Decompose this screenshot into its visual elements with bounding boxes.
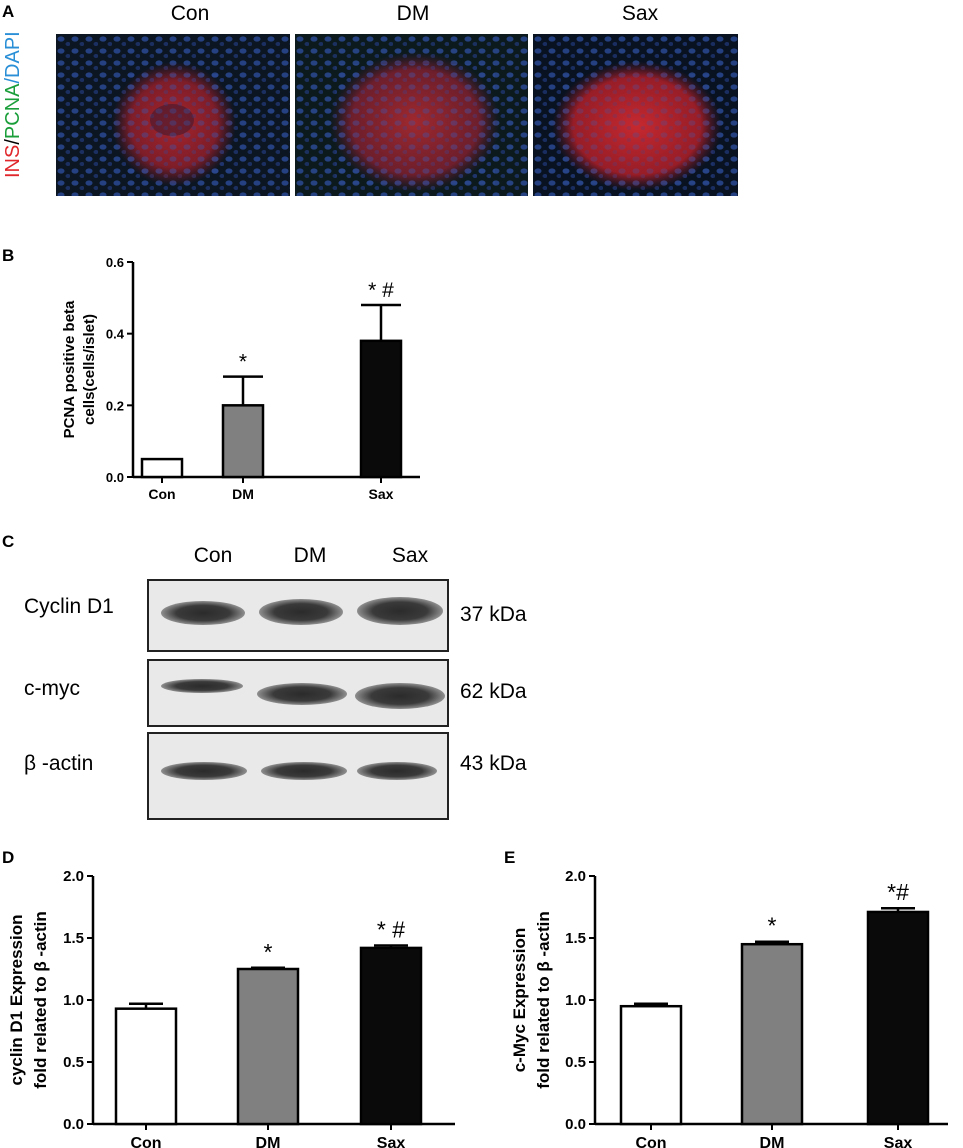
chart-d-y-axis-label: fold related to β -actin — [31, 911, 50, 1089]
chart-e-y-tick-label: 2.0 — [565, 868, 586, 885]
chart-d-x-tick-label: Con — [130, 1135, 161, 1148]
blot-cyclin-d1 — [147, 579, 449, 652]
chart-e-significance-marker: *# — [887, 879, 909, 905]
blot-row-label-beta-actin: β -actin — [24, 752, 94, 775]
chart-b-bar-sax — [359, 339, 403, 479]
micrograph-con — [56, 34, 290, 196]
band-myc-dm — [257, 683, 347, 705]
chart-b-y-tick-label: 0.0 — [106, 470, 124, 485]
chart-b-x-tick-label: Con — [148, 486, 175, 502]
chart-b-x-tick-label: Sax — [369, 486, 394, 502]
chart-e: 0.0 0.5 1.0 1.5 2.0 c-Myc Expression fold rela… — [510, 868, 948, 1148]
panel-d-letter: D — [2, 848, 15, 867]
chart-d-y-tick-label: 1.0 — [63, 992, 84, 1009]
chart-b-significance-marker: * # — [368, 279, 394, 302]
blot-label-dm: DM — [293, 544, 327, 567]
chart-e-y-tick-label: 0.0 — [565, 1116, 586, 1133]
micrograph-dm — [295, 34, 528, 196]
chart-b: 0.0 0.2 0.4 0.6 PCNA positive beta cells(cell… — [61, 255, 420, 502]
chart-d-y-tick-label: 0.0 — [63, 1116, 84, 1133]
panel-e-letter: E — [504, 848, 516, 867]
band-myc-sax — [355, 683, 445, 709]
chart-b-bar-con — [140, 457, 184, 479]
band-cyclin-sax — [357, 597, 443, 625]
chart-d-significance-marker: * # — [377, 916, 405, 942]
chart-d: 0.0 0.5 1.0 1.5 2.0 cyclin D1 Expression fold … — [7, 868, 455, 1148]
chart-d-significance-marker: * — [264, 939, 273, 965]
micrograph-sax-image — [533, 34, 738, 196]
chart-d-y-tick-label: 1.5 — [63, 930, 84, 947]
band-cyclin-dm — [259, 599, 343, 625]
blot-c-myc — [147, 659, 449, 727]
chart-d-y-tick-label: 0.5 — [63, 1054, 84, 1071]
chart-e-bar-con — [619, 1004, 683, 1126]
micrograph-con-image — [56, 34, 290, 196]
chart-b-y-axis-label: cells(cells/islet) — [81, 314, 98, 425]
chart-e-bar-sax — [866, 910, 930, 1126]
chart-e-y-tick-label: 1.0 — [565, 992, 586, 1009]
chart-d-y-tick-label: 2.0 — [63, 868, 84, 885]
chart-b-y-tick-label: 0.4 — [106, 327, 125, 342]
chart-b-y-axis-label: PCNA positive beta — [61, 300, 78, 438]
panel-a-label-dm: DM — [396, 2, 430, 25]
chart-b-bar-dm — [221, 404, 265, 479]
band-actin-dm — [261, 762, 347, 780]
blot-row-label-cyclin-d1: Cyclin D1 — [24, 595, 114, 618]
blot-label-sax: Sax — [391, 544, 429, 567]
band-actin-con — [161, 762, 247, 780]
micrograph-dm-image — [295, 34, 528, 196]
stain-pcna: PCNA — [2, 83, 24, 140]
band-actin-sax — [357, 762, 437, 780]
chart-e-y-axis-label: fold related to β -actin — [534, 911, 553, 1089]
chart-e-x-tick-label: Sax — [884, 1135, 913, 1148]
chart-b-y-tick-label: 0.2 — [106, 398, 124, 413]
chart-b-y-tick-label: 0.6 — [106, 255, 124, 270]
chart-e-x-tick-label: Con — [635, 1135, 666, 1148]
chart-d-bar-dm — [236, 967, 300, 1126]
chart-d-bar-sax — [359, 946, 423, 1126]
chart-b-x-tick-label: DM — [232, 486, 254, 502]
chart-d-bar-con — [114, 1007, 178, 1126]
blot-beta-actin — [147, 732, 449, 820]
kda-c-myc: 62 kDa — [460, 680, 527, 703]
panel-b-letter: B — [2, 246, 15, 265]
band-myc-con — [161, 679, 243, 693]
stain-ins: INS — [2, 144, 24, 178]
panel-a-label-sax: Sax — [621, 2, 659, 25]
band-cyclin-con — [161, 601, 245, 625]
blot-label-con: Con — [193, 544, 233, 567]
micrograph-sax — [533, 34, 738, 196]
blot-row-label-c-myc: c-myc — [24, 677, 80, 700]
chart-d-y-axis-label: cyclin D1 Expression — [7, 914, 26, 1085]
kda-beta-actin: 43 kDa — [460, 752, 527, 775]
stain-sep-2: / — [2, 77, 24, 84]
chart-e-bar-dm — [740, 942, 804, 1126]
chart-d-x-tick-label: Sax — [377, 1135, 406, 1148]
panel-a-letter: A — [2, 2, 15, 21]
chart-e-significance-marker: * — [768, 913, 777, 939]
chart-d-x-tick-label: DM — [256, 1135, 281, 1148]
stain-sep-1: / — [2, 139, 24, 145]
stain-dapi: DAPI — [2, 31, 24, 78]
chart-e-y-tick-label: 0.5 — [565, 1054, 586, 1071]
chart-e-x-tick-label: DM — [760, 1135, 785, 1148]
chart-e-y-tick-label: 1.5 — [565, 930, 586, 947]
chart-e-y-axis-label: c-Myc Expression — [510, 928, 529, 1073]
kda-cyclin-d1: 37 kDa — [460, 603, 527, 626]
stain-legend: INS/PCNA/DAPI — [2, 31, 26, 178]
panel-a-label-con: Con — [170, 2, 210, 25]
panel-c-letter: C — [2, 532, 15, 551]
chart-b-significance-marker: * — [239, 351, 247, 374]
